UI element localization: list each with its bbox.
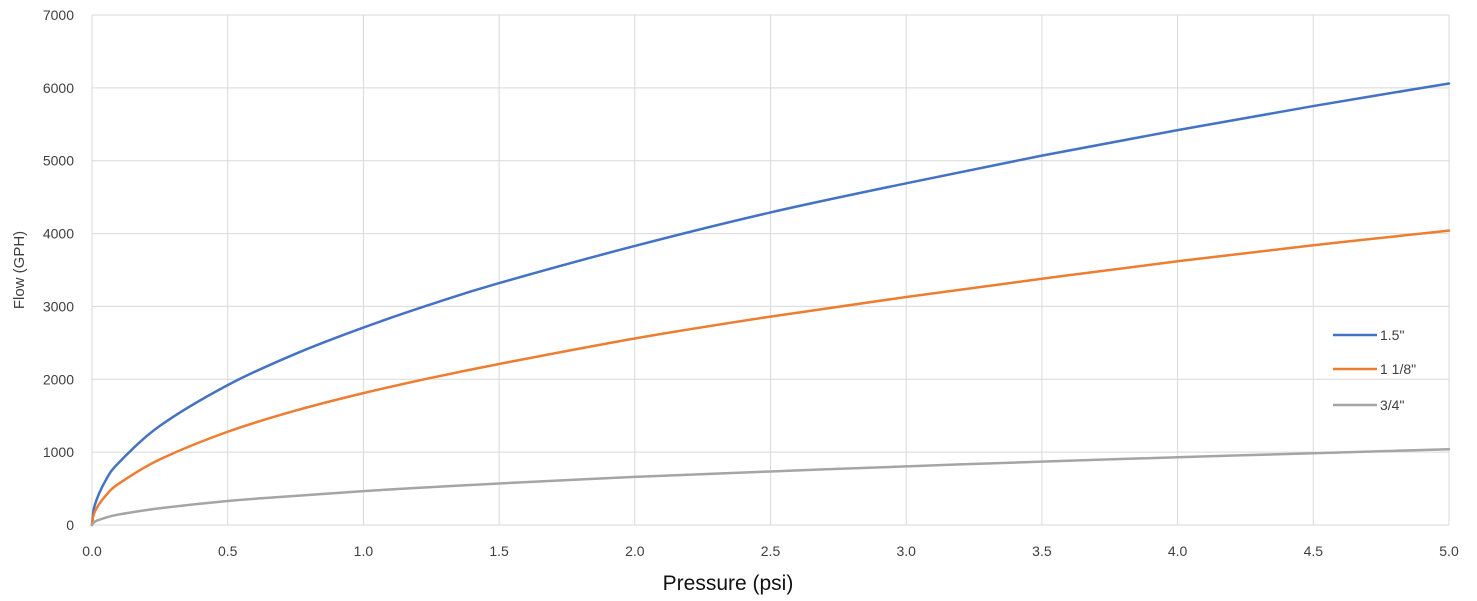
legend-label-0: 1.5" <box>1380 327 1404 343</box>
grid-lines <box>91 14 1450 526</box>
x-tick-label: 2.0 <box>625 543 645 559</box>
x-tick-label: 4.0 <box>1168 543 1188 559</box>
x-tick-label: 3.5 <box>1032 543 1052 559</box>
y-tick-label: 7000 <box>43 7 74 23</box>
y-tick-label: 1000 <box>43 444 74 460</box>
legend-label-2: 3/4" <box>1380 397 1404 413</box>
x-tick-label: 0.5 <box>218 543 238 559</box>
x-tick-label: 5.0 <box>1439 543 1459 559</box>
x-tick-label: 4.5 <box>1304 543 1324 559</box>
y-tick-label: 2000 <box>43 371 74 387</box>
x-tick-label: 2.5 <box>761 543 781 559</box>
legend: 1.5" 1 1/8" 3/4" <box>1333 327 1416 413</box>
x-axis-title: Pressure (psi) <box>663 572 794 595</box>
y-tick-label: 4000 <box>43 226 74 242</box>
x-tick-labels: 0.0 0.5 1.0 1.5 2.0 2.5 3.0 3.5 4.0 4.5 5.0 <box>82 543 1459 559</box>
y-tick-labels: 0 1000 2000 3000 4000 5000 6000 7000 <box>43 7 74 533</box>
y-tick-label: 3000 <box>43 298 74 314</box>
x-tick-label: 0.0 <box>82 543 102 559</box>
legend-label-1: 1 1/8" <box>1380 361 1416 377</box>
y-tick-label: 5000 <box>43 153 74 169</box>
y-tick-label: 6000 <box>43 80 74 96</box>
series-lines <box>90 82 1451 527</box>
y-axis-title: Flow (GPH) <box>11 231 28 309</box>
x-tick-label: 1.0 <box>354 543 374 559</box>
series-line-0 <box>90 82 1451 527</box>
x-tick-label: 3.0 <box>896 543 916 559</box>
x-tick-label: 1.5 <box>489 543 509 559</box>
series-line-1 <box>90 229 1451 527</box>
series-line-2 <box>90 447 1451 527</box>
y-tick-label: 0 <box>66 517 74 533</box>
